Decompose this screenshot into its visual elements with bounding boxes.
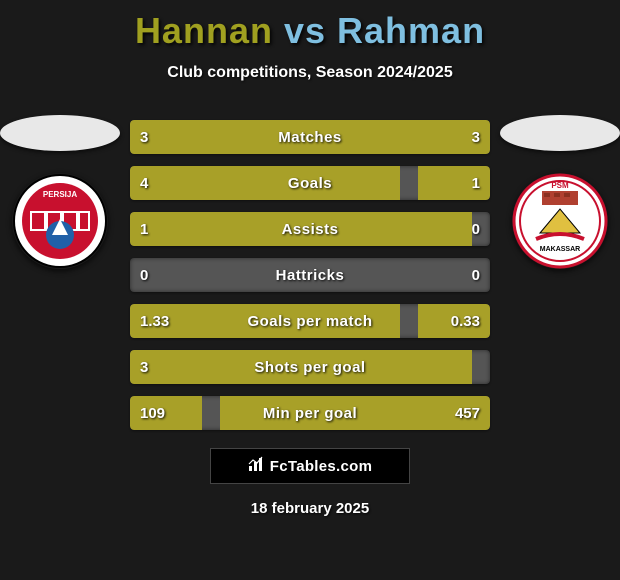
stat-row: Assists1 0 bbox=[130, 212, 490, 246]
stat-row: Hattricks0 0 bbox=[130, 258, 490, 292]
stat-value-left: 109 bbox=[130, 396, 175, 430]
stat-value-right: 457 bbox=[445, 396, 490, 430]
stat-value-left: 0 bbox=[130, 258, 158, 292]
crest-left-badge: PERSIJA bbox=[12, 173, 108, 269]
stats-container: Matches33Goals41Assists10Hattricks00Goal… bbox=[130, 120, 490, 442]
svg-text:PSM: PSM bbox=[551, 181, 569, 190]
stat-value-right: 0.33 bbox=[441, 304, 490, 338]
stat-row: Min per goal109 457 bbox=[130, 396, 490, 430]
crest-right-area: MAKASSAR PSM bbox=[500, 115, 620, 275]
crest-left-icon: PERSIJA bbox=[12, 173, 108, 269]
stat-value-left: 3 bbox=[130, 350, 158, 384]
stat-value-left: 3 bbox=[130, 120, 158, 154]
title-vs: vs bbox=[284, 10, 326, 51]
crest-right-badge: MAKASSAR PSM bbox=[512, 173, 608, 269]
stat-value-right: 0 bbox=[462, 258, 490, 292]
title-player2: Rahman bbox=[337, 10, 485, 51]
chart-icon bbox=[248, 456, 264, 476]
subtitle: Club competitions, Season 2024/2025 bbox=[0, 64, 620, 82]
title-player1: Hannan bbox=[135, 10, 273, 51]
stat-label: Min per goal bbox=[130, 396, 490, 430]
stat-value-left: 4 bbox=[130, 166, 158, 200]
stat-value-right: 1 bbox=[462, 166, 490, 200]
stat-value-left: 1.33 bbox=[130, 304, 179, 338]
stat-row: Matches3 3 bbox=[130, 120, 490, 154]
footer-logo: FcTables.com bbox=[210, 448, 410, 484]
stat-value-left: 1 bbox=[130, 212, 158, 246]
stat-label: Goals per match bbox=[130, 304, 490, 338]
footer-logo-text: FcTables.com bbox=[270, 458, 373, 475]
crest-left-area: PERSIJA bbox=[0, 115, 120, 275]
crest-left-text: PERSIJA bbox=[43, 190, 77, 199]
stat-value-right: 0 bbox=[462, 212, 490, 246]
crest-right-ellipse bbox=[500, 115, 620, 151]
stat-row: Shots per goal3 bbox=[130, 350, 490, 384]
page-title: Hannan vs Rahman bbox=[0, 0, 620, 52]
stat-label: Shots per goal bbox=[130, 350, 490, 384]
stat-row: Goals per match1.33 0.33 bbox=[130, 304, 490, 338]
stat-label: Assists bbox=[130, 212, 490, 246]
stat-row: Goals4 1 bbox=[130, 166, 490, 200]
stat-label: Goals bbox=[130, 166, 490, 200]
crest-right-text: MAKASSAR bbox=[540, 246, 580, 253]
stat-value-right: 3 bbox=[462, 120, 490, 154]
stat-label: Matches bbox=[130, 120, 490, 154]
stat-label: Hattricks bbox=[130, 258, 490, 292]
date-text: 18 february 2025 bbox=[0, 500, 620, 517]
crest-left-ellipse bbox=[0, 115, 120, 151]
stat-value-right bbox=[470, 350, 490, 384]
crest-right-icon: MAKASSAR PSM bbox=[512, 173, 608, 269]
